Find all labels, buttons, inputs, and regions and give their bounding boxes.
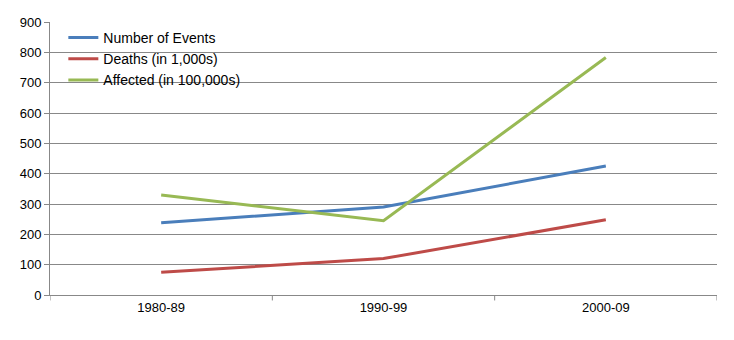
svg-text:1980-89: 1980-89: [137, 300, 185, 315]
svg-text:100: 100: [20, 257, 42, 272]
svg-text:400: 400: [20, 166, 42, 181]
svg-text:700: 700: [20, 75, 42, 90]
svg-text:200: 200: [20, 227, 42, 242]
svg-text:Affected (in 100,000s): Affected (in 100,000s): [103, 72, 240, 88]
svg-text:600: 600: [20, 106, 42, 121]
svg-text:500: 500: [20, 136, 42, 151]
svg-text:900: 900: [20, 15, 42, 30]
svg-text:2000-09: 2000-09: [582, 300, 630, 315]
svg-text:0: 0: [34, 288, 41, 303]
svg-text:1990-99: 1990-99: [360, 300, 408, 315]
svg-text:Number of Events: Number of Events: [103, 30, 215, 46]
svg-text:300: 300: [20, 197, 42, 212]
svg-text:800: 800: [20, 45, 42, 60]
svg-text:Deaths (in 1,000s): Deaths (in 1,000s): [103, 51, 217, 67]
